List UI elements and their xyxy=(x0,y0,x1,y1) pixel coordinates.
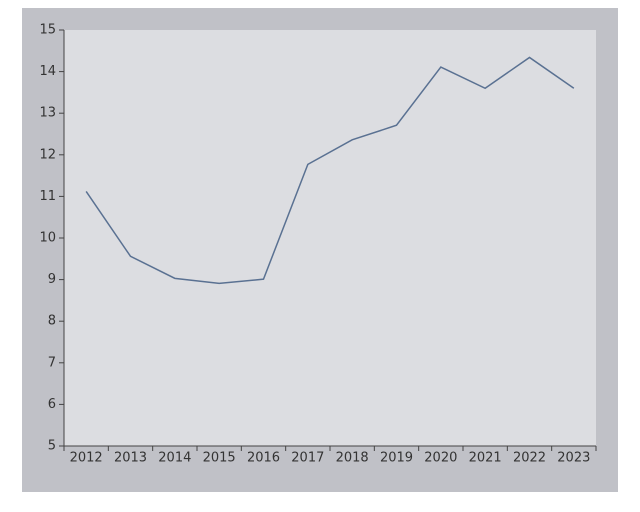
y-tick-label: 7 xyxy=(48,355,56,370)
y-tick-label: 11 xyxy=(39,189,56,204)
y-tick-label: 14 xyxy=(39,64,56,79)
x-tick-label: 2014 xyxy=(158,451,191,466)
y-tick-label: 5 xyxy=(48,439,56,454)
y-tick-label: 9 xyxy=(48,272,56,287)
y-tick-label: 10 xyxy=(39,231,56,246)
x-tick-label: 2013 xyxy=(114,451,147,466)
x-tick-label: 2016 xyxy=(247,451,280,466)
x-tick-label: 2023 xyxy=(557,451,590,466)
y-tick-label: 12 xyxy=(39,147,56,162)
y-tick-label: 13 xyxy=(39,106,56,121)
x-tick-label: 2019 xyxy=(380,451,413,466)
line-series xyxy=(85,56,575,285)
x-tick-label: 2018 xyxy=(336,451,369,466)
plot-area xyxy=(64,30,596,446)
x-tick-label: 2012 xyxy=(70,451,103,466)
x-tick-label: 2021 xyxy=(469,451,502,466)
x-tick-label: 2015 xyxy=(203,451,236,466)
y-tick-label: 15 xyxy=(39,23,56,38)
x-tick-label: 2020 xyxy=(424,451,457,466)
x-tick-label: 2022 xyxy=(513,451,546,466)
x-tick-label: 2017 xyxy=(291,451,324,466)
y-tick-label: 6 xyxy=(48,397,56,412)
y-tick-label: 8 xyxy=(48,314,56,329)
